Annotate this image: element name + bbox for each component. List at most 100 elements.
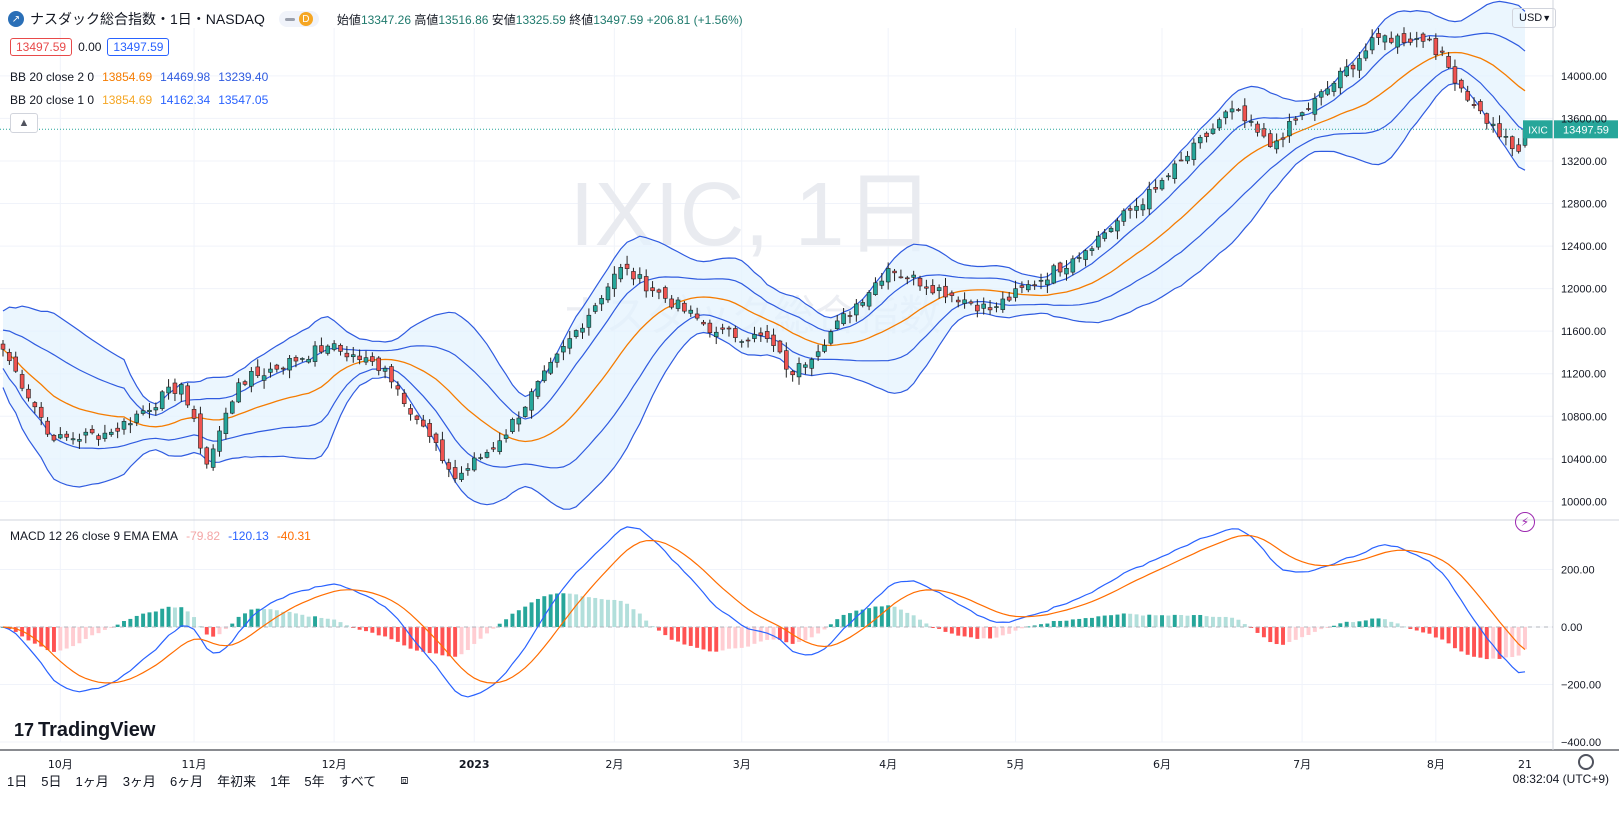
candle-body (548, 361, 553, 374)
candle-body (255, 366, 260, 376)
macd-hist-bar (255, 608, 260, 627)
price-tick-label: 10800.00 (1561, 411, 1607, 423)
candle-body (1038, 279, 1044, 282)
macd-hist-bar (892, 606, 897, 627)
candle-body (1089, 248, 1095, 251)
macd-hist-bar (618, 600, 623, 627)
candle-body (1229, 108, 1235, 113)
macd-hist-bar (1077, 618, 1082, 627)
time-tick-label: 7月 (1293, 758, 1311, 771)
candle-body (962, 299, 967, 304)
candle-body (522, 406, 528, 417)
macd-hist-bar (1102, 615, 1107, 627)
macd-hist-bar (739, 627, 744, 648)
macd-hist-bar (746, 627, 751, 647)
candle-body (465, 468, 471, 471)
candle-body (885, 268, 891, 283)
clock[interactable]: 08:32:04 (UTC+9) (1512, 772, 1609, 786)
macd-hist-bar (306, 616, 311, 627)
macd-hist-bar (867, 608, 872, 627)
date-range-icon[interactable]: ⧈ (400, 772, 409, 787)
macd-hist-bar (1121, 613, 1126, 627)
candle-body (1236, 109, 1241, 111)
macd-hist-bar (1204, 616, 1209, 627)
macd-hist-bar (714, 627, 719, 652)
low-label: 安値 (491, 12, 516, 27)
macd-hist-bar (1115, 614, 1120, 627)
timeframe-button[interactable]: 5日 (41, 773, 62, 789)
candle-body (1051, 265, 1057, 284)
time-tick-label: 4月 (879, 758, 897, 771)
candle-body (828, 331, 834, 344)
legend-bb1[interactable]: BB 20 close 1 0 13854.69 14162.34 13547.… (10, 93, 268, 107)
ask-price[interactable]: 13497.59 (107, 38, 170, 56)
symbol-title[interactable]: ナスダック総合指数・1日・NASDAQ (30, 11, 265, 27)
flash-icon[interactable]: ⚡ (1515, 512, 1535, 532)
candle-body (898, 276, 904, 279)
candle-body (854, 303, 859, 316)
macd-hist-bar (707, 627, 712, 652)
macd-line (2, 526, 1526, 698)
macd-hist-bar (1140, 615, 1145, 627)
timeframe-button[interactable]: 1ヶ月 (75, 773, 109, 789)
macd-hist-bar (816, 627, 821, 634)
candle-body (1363, 50, 1369, 59)
timeframe-button[interactable]: すべて (338, 773, 377, 789)
settings-gear-icon[interactable] (1578, 754, 1594, 770)
candle-body (1414, 38, 1420, 40)
price-tick-label: 14000.00 (1561, 71, 1607, 83)
candle-body (675, 299, 681, 309)
timeframe-button[interactable]: 1日 (7, 773, 28, 789)
candle-body (96, 435, 101, 440)
macd-hist-bar (1242, 624, 1247, 627)
interval-badge[interactable]: D (278, 11, 319, 27)
collapse-legend-button[interactable]: ▲ (10, 113, 38, 133)
timeframe-button[interactable]: 6ヶ月 (169, 773, 204, 789)
candle-body (739, 341, 744, 343)
timeframe-button[interactable]: 3ヶ月 (122, 773, 156, 789)
candle-body (1019, 285, 1025, 288)
candle-body (764, 331, 770, 339)
close-label: 終値 (569, 12, 594, 27)
candle-body (1369, 37, 1375, 51)
tradingview-logo[interactable]: 17 TradingView (14, 719, 155, 742)
candle-body (847, 315, 853, 317)
macd-hist-bar (325, 618, 330, 627)
timeframe-button[interactable]: 5年 (304, 773, 325, 789)
price-boxes: 13497.59 0.00 13497.59 (10, 37, 170, 57)
candle-body (440, 439, 445, 462)
macd-hist-bar (1147, 614, 1152, 627)
candle-body (223, 412, 229, 434)
macd-hist-bar (529, 602, 534, 627)
macd-hist-bar (338, 622, 343, 627)
interval-letter: D (298, 12, 313, 26)
candle-body (306, 358, 311, 363)
candle-body (159, 391, 165, 409)
timeframe-button[interactable]: 年初来 (217, 773, 257, 789)
macd-hist-bar (1198, 614, 1203, 627)
currency-select[interactable]: USD ▼ (1512, 8, 1556, 28)
macd-hist-bar (682, 627, 687, 645)
timeframe-button[interactable]: 1年 (270, 773, 291, 789)
macd-hist-bar (344, 625, 349, 627)
candle-body (1325, 88, 1330, 95)
candle-body (796, 363, 802, 378)
candle-body (13, 356, 19, 372)
candle-body (191, 409, 197, 419)
candle-body (1408, 38, 1413, 43)
macd-hist-bar (45, 627, 50, 651)
candle-body (147, 409, 152, 412)
legend-bb2[interactable]: BB 20 close 2 0 13854.69 14469.98 13239.… (10, 70, 268, 84)
macd-hist-bar (848, 613, 852, 627)
legend-macd[interactable]: MACD 12 26 close 9 EMA EMA -79.82 -120.1… (10, 529, 311, 543)
candle-body (573, 330, 579, 337)
macd-hist-bar (1007, 627, 1012, 634)
macd-hist-bar (994, 627, 999, 638)
macd-hist-bar (313, 616, 318, 627)
macd-hist-bar (96, 627, 101, 634)
candle-body (140, 410, 146, 414)
macd-hist-bar (389, 627, 394, 640)
bid-price[interactable]: 13497.59 (10, 38, 73, 56)
macd-hist-bar (1281, 627, 1285, 645)
